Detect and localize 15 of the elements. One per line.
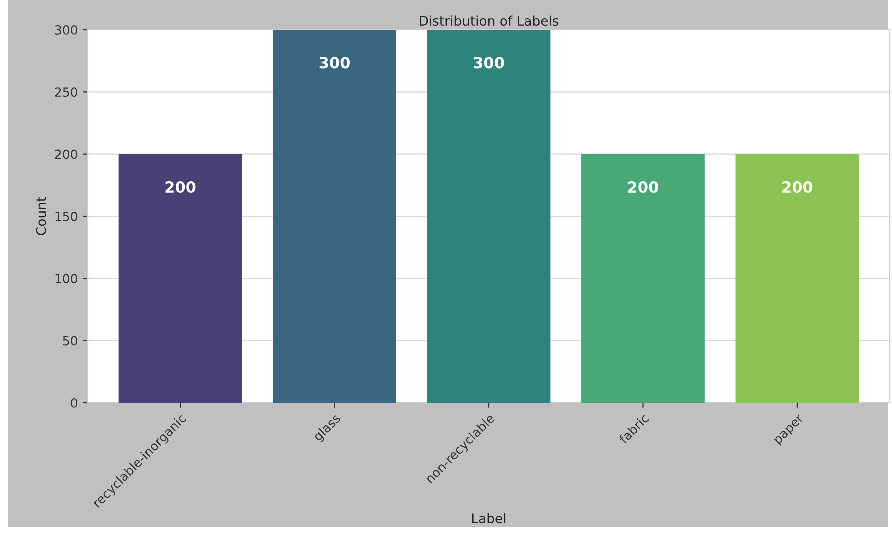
y-tick-label: 100 (56, 274, 78, 284)
data-label: 300 (474, 57, 504, 69)
data-label: 300 (320, 57, 350, 69)
chart-title: Distribution of Labels (420, 16, 559, 26)
y-tick-label: 0 (71, 398, 78, 408)
y-tick-label: 50 (63, 336, 78, 346)
y-axis-title: Count (36, 197, 46, 236)
data-label: 200 (628, 181, 658, 194)
y-tick-label: 300 (55, 25, 78, 35)
data-label: 200 (166, 181, 196, 194)
data-label: 200 (782, 181, 813, 194)
y-tick-label: 250 (55, 88, 78, 98)
y-tick-label: 200 (55, 150, 78, 160)
x-axis-title: Label (472, 513, 506, 524)
y-tick-label: 150 (56, 212, 78, 222)
